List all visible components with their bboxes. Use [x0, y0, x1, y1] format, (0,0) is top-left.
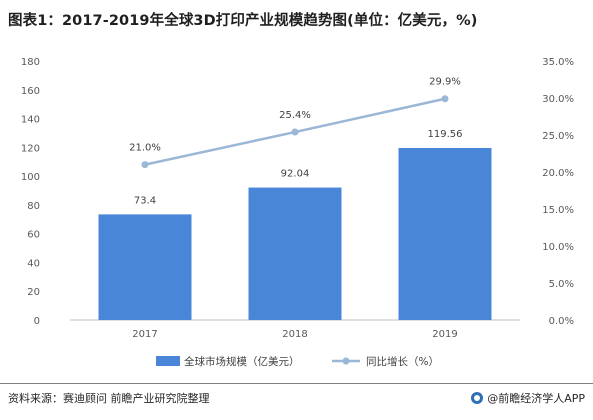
y-right-tick-label: 25.0% — [542, 131, 574, 142]
y-left-tick-label: 120 — [21, 143, 40, 154]
legend-line-label: 同比增长（%） — [366, 355, 439, 368]
footer-divider — [0, 383, 593, 384]
bar-2019 — [398, 147, 492, 320]
chart-title: 图表1：2017-2019年全球3D打印产业规模趋势图(单位：亿美元，%) — [8, 13, 478, 29]
y-left-tick-label: 40 — [27, 258, 40, 269]
bar-2018 — [248, 187, 342, 320]
y-right-tick-label: 10.0% — [542, 242, 574, 253]
legend-line-marker — [342, 357, 350, 365]
y-left-tick-label: 160 — [21, 86, 40, 97]
bar-value-label: 119.56 — [428, 129, 463, 140]
growth-value-label: 29.9% — [429, 77, 461, 88]
growth-point-2018 — [291, 128, 299, 136]
y-left-tick-label: 180 — [21, 57, 40, 68]
y-right-tick-label: 20.0% — [542, 168, 574, 179]
bar-value-label: 92.04 — [281, 169, 310, 180]
growth-value-label: 21.0% — [129, 143, 161, 154]
qianzhan-logo-icon — [471, 392, 484, 404]
source-note: 资料来源：赛迪顾问 前瞻产业研究院整理 — [8, 392, 210, 405]
y-left-tick-label: 20 — [27, 287, 40, 298]
x-tick-label: 2019 — [432, 329, 457, 340]
growth-value-label: 25.4% — [279, 110, 311, 121]
x-tick-label: 2018 — [282, 329, 307, 340]
combo-chart: 0 20 40 60 80 100 120 140 160 180 0.0% 5.0% 10.0% 15.… — [21, 57, 574, 368]
growth-point-2017 — [141, 161, 149, 169]
growth-point-2019 — [441, 95, 449, 103]
y-left-tick-label: 80 — [27, 201, 40, 212]
brand-credit: @前瞻经济学人APP — [471, 390, 585, 406]
y-left-tick-label: 140 — [21, 115, 40, 126]
x-tick-label: 2017 — [132, 329, 157, 340]
y-right-tick-label: 0.0% — [549, 316, 574, 327]
y-left-tick-label: 0 — [34, 316, 40, 327]
brand-text: @前瞻经济学人APP — [487, 392, 585, 405]
y-right-tick-label: 30.0% — [542, 94, 574, 105]
y-left-tick-label: 60 — [27, 230, 40, 241]
legend-bar-label: 全球市场规模（亿美元） — [184, 355, 300, 368]
y-right-tick-label: 5.0% — [549, 279, 574, 290]
y-right-tick-label: 35.0% — [542, 57, 574, 68]
y-left-tick-label: 100 — [21, 172, 40, 183]
y-right-tick-label: 15.0% — [542, 205, 574, 216]
legend-bar-swatch — [156, 356, 180, 366]
bar-2017 — [98, 214, 192, 320]
bar-value-label: 73.4 — [134, 195, 156, 206]
